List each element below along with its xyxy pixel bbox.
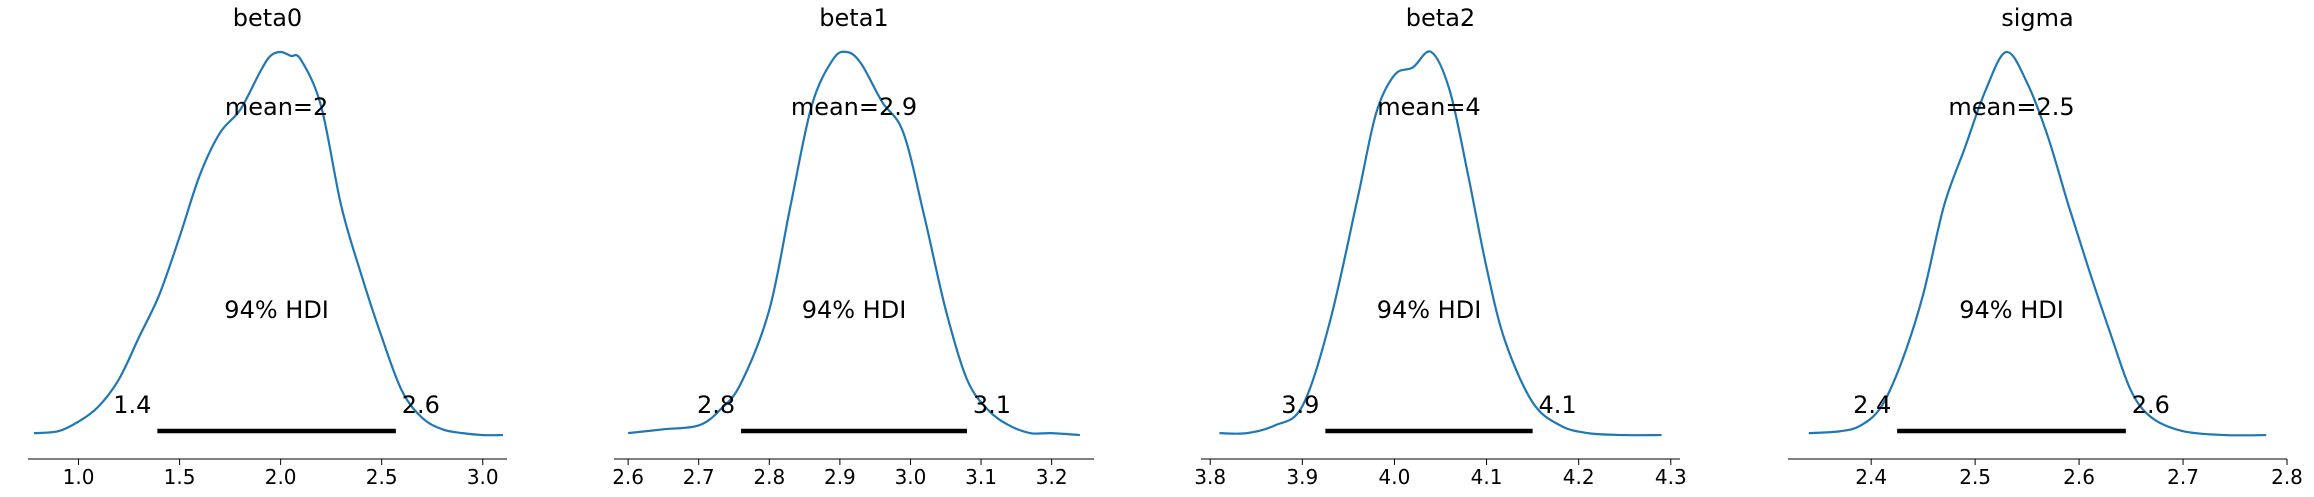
panel-sigma: sigma mean=2.5 94% HDI 2.4 2.6 2.4 2.5 2.6 2.7 2.… xyxy=(1788,4,2303,489)
x-tick-label: 2.5 xyxy=(1959,465,1991,489)
x-tick-label: 3.9 xyxy=(1286,465,1318,489)
x-tick-label: 2.5 xyxy=(366,465,398,489)
x-tick-label: 3.8 xyxy=(1194,465,1226,489)
hdi-label: 94% HDI xyxy=(224,296,329,324)
hdi-label: 94% HDI xyxy=(802,296,907,324)
panel-title: beta1 xyxy=(819,4,888,32)
mean-label: mean=2.9 xyxy=(791,93,917,121)
x-tick-label: 2.7 xyxy=(2167,465,2199,489)
x-tick-label: 2.8 xyxy=(2271,465,2303,489)
x-tick-label: 4.0 xyxy=(1379,465,1411,489)
x-tick-label: 3.2 xyxy=(1036,465,1068,489)
panel-beta2: beta2 mean=4 94% HDI 3.9 4.1 3.8 3.9 4.0 4.1 4.2 4… xyxy=(1194,4,1686,489)
hdi-upper-label: 4.1 xyxy=(1539,391,1577,419)
mean-label: mean=4 xyxy=(1377,93,1480,121)
panel-title: beta0 xyxy=(233,4,302,32)
x-tick-label: 3.0 xyxy=(467,465,499,489)
hdi-lower-label: 3.9 xyxy=(1281,391,1319,419)
x-tick-label: 3.0 xyxy=(895,465,927,489)
hdi-upper-label: 2.6 xyxy=(402,391,440,419)
hdi-lower-label: 1.4 xyxy=(113,391,151,419)
x-tick-label: 4.3 xyxy=(1655,465,1687,489)
x-tick-label: 2.8 xyxy=(753,465,785,489)
hdi-upper-label: 2.6 xyxy=(2132,391,2170,419)
kde-density-line xyxy=(33,50,503,437)
kde-density-line xyxy=(1808,50,2267,437)
x-tick-label: 2.4 xyxy=(1855,465,1887,489)
panel-title: beta2 xyxy=(1406,4,1475,32)
hdi-lower-label: 2.8 xyxy=(697,391,735,419)
x-tick-label: 2.7 xyxy=(683,465,715,489)
x-tick-label: 4.1 xyxy=(1471,465,1503,489)
panel-title: sigma xyxy=(2001,4,2074,32)
x-tick-label: 2.6 xyxy=(2063,465,2095,489)
hdi-lower-label: 2.4 xyxy=(1853,391,1891,419)
x-tick-label: 1.5 xyxy=(164,465,196,489)
hdi-label: 94% HDI xyxy=(1377,296,1482,324)
x-tick-label: 3.1 xyxy=(965,465,997,489)
mean-label: mean=2.5 xyxy=(1948,93,2074,121)
panel-beta0: beta0 mean=2 94% HDI 1.4 2.6 1.0 1.5 2.0 2.5 3.0 xyxy=(28,4,507,489)
kde-density-line xyxy=(628,50,1080,437)
mean-label: mean=2 xyxy=(225,93,328,121)
x-tick-label: 2.9 xyxy=(824,465,856,489)
x-tick-label: 2.0 xyxy=(265,465,297,489)
x-tick-label: 4.2 xyxy=(1563,465,1595,489)
hdi-upper-label: 3.1 xyxy=(973,391,1011,419)
x-tick-label: 2.6 xyxy=(612,465,644,489)
panel-beta1: beta1 mean=2.9 94% HDI 2.8 3.1 2.6 2.7 2.8 2.9 3.… xyxy=(612,4,1094,489)
hdi-label: 94% HDI xyxy=(1959,296,2064,324)
kde-density-line xyxy=(1219,50,1662,437)
x-tick-label: 1.0 xyxy=(63,465,95,489)
